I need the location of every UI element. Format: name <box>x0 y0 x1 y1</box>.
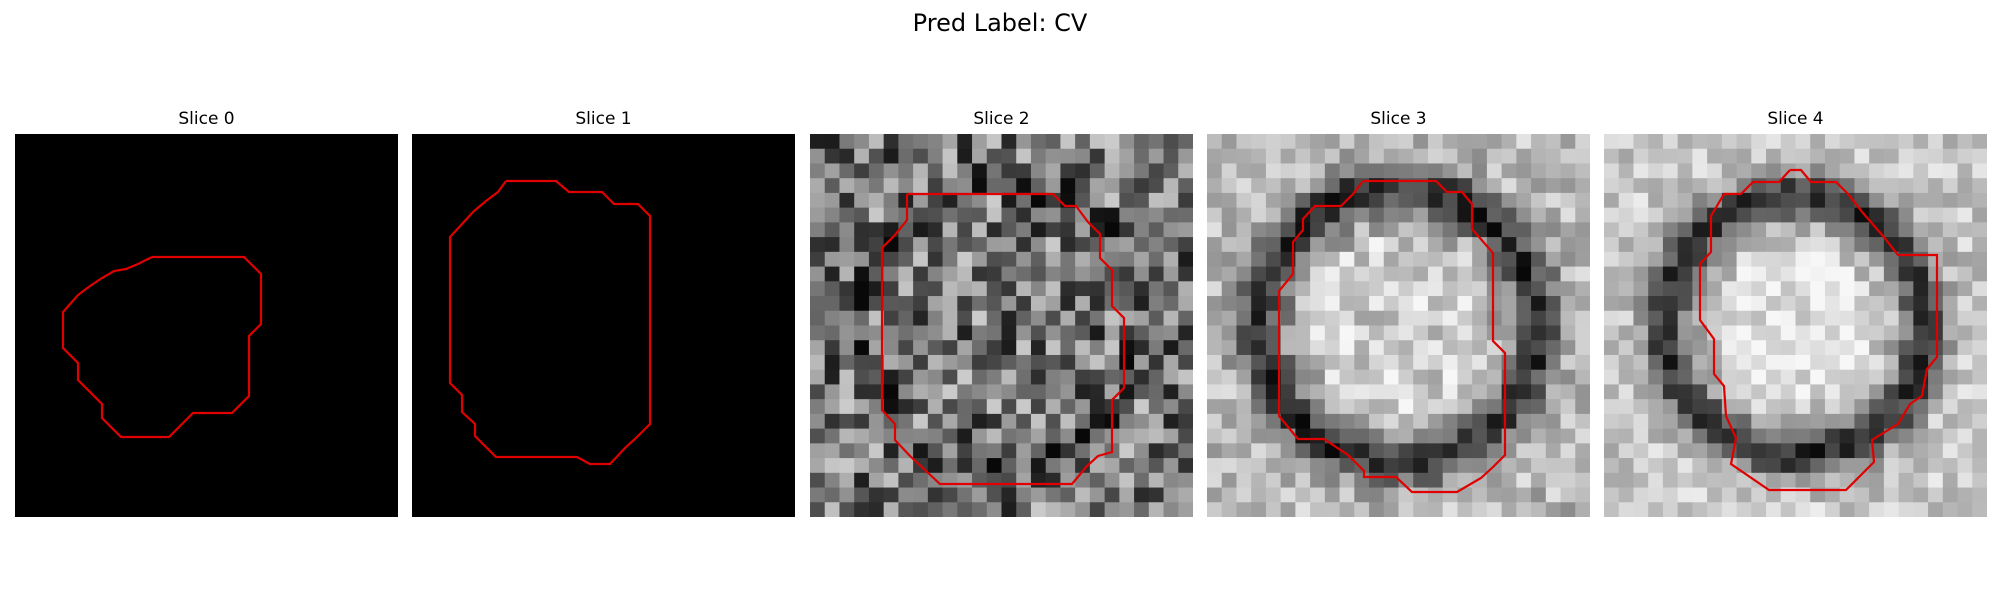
segmentation-contour <box>880 192 1126 486</box>
slice-panel-4: Slice 4 <box>1604 108 1987 517</box>
segmentation-contour <box>448 179 652 466</box>
slice-panel-3: Slice 3 <box>1207 108 1590 517</box>
slice-title-2: Slice 2 <box>973 109 1030 129</box>
slice-title-3: Slice 3 <box>1370 109 1427 129</box>
slice-image-3 <box>1207 134 1590 517</box>
slice-panel-2: Slice 2 <box>810 108 1193 517</box>
segmentation-contour <box>1277 179 1507 494</box>
segmentation-contour <box>61 255 263 439</box>
slice-image-1 <box>412 134 795 517</box>
figure-title: Pred Label: CV <box>912 9 1088 37</box>
segmentation-contour <box>1698 168 1939 492</box>
slice-panel-1: Slice 1 <box>412 108 795 517</box>
slice-image-0 <box>15 134 398 517</box>
slice-image-4 <box>1604 134 1987 517</box>
slice-title-1: Slice 1 <box>575 109 632 129</box>
slice-title-4: Slice 4 <box>1767 109 1824 129</box>
slice-panel-0: Slice 0 <box>15 108 398 517</box>
slice-image-2 <box>810 134 1193 517</box>
slice-title-0: Slice 0 <box>178 109 235 129</box>
